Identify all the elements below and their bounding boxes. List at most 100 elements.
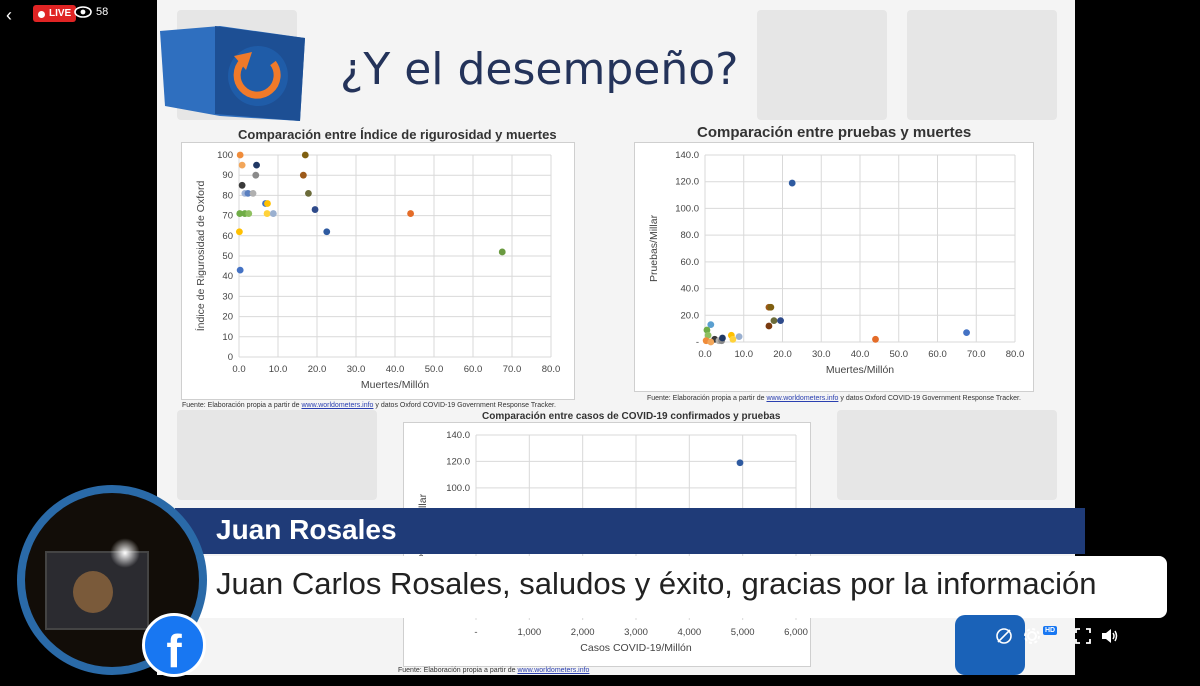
presenter-face	[73, 571, 113, 613]
chart1-title: Comparación entre Índice de rigurosidad …	[238, 127, 557, 142]
data-point	[253, 161, 260, 169]
y-tick-label: 70	[222, 211, 233, 222]
x-tick-label: 40.0	[386, 364, 405, 375]
x-tick-label: 60.0	[928, 349, 947, 360]
logo-refresh-icon	[160, 26, 305, 121]
x-tick-label: 20.0	[308, 364, 327, 375]
source-prefix: Fuente: Elaboración propia a partir de	[182, 402, 302, 409]
y-tick-label: 100	[217, 150, 233, 161]
y-tick-label: 40	[222, 271, 233, 282]
data-point	[707, 338, 715, 346]
background-tile	[177, 410, 377, 500]
back-arrow-icon[interactable]: ‹	[6, 5, 12, 25]
y-tick-label: 40.0	[681, 284, 700, 295]
data-point	[963, 329, 970, 337]
data-point	[249, 189, 257, 197]
comment-banner	[190, 556, 1167, 618]
data-point	[236, 151, 244, 159]
data-point	[305, 189, 312, 197]
y-tick-label: 90	[222, 170, 233, 181]
y-axis-label: Índice de Rigurosidad de Oxford	[194, 181, 207, 332]
y-tick-label: 60.0	[681, 257, 700, 268]
x-tick-label: 3,000	[624, 627, 648, 638]
chart-svg: 0.0 10.0 20.0 30.0 40.0 50.0 60.0 70.0 80.0 - 20.0…	[648, 150, 1025, 376]
player-controls: HD	[995, 625, 1119, 645]
x-tick-label: 50.0	[425, 364, 444, 375]
x-tick-label: 2,000	[571, 627, 595, 638]
chart2-title: Comparación entre pruebas y muertes	[697, 124, 972, 141]
y-tick-label: 80.0	[681, 230, 700, 241]
data-point	[236, 210, 244, 217]
background-tile	[757, 10, 887, 120]
data-point	[872, 335, 879, 343]
decorative-shape	[955, 615, 1025, 675]
data-point	[767, 303, 775, 311]
data-point	[299, 171, 307, 179]
x-tick-label: 30.0	[812, 349, 831, 360]
data-point	[765, 322, 773, 330]
light-flare	[110, 538, 140, 568]
settings-gear-icon[interactable]	[1023, 627, 1041, 645]
y-tick-label: 100.0	[446, 483, 470, 494]
data-point	[269, 210, 277, 217]
data-point	[244, 189, 252, 197]
x-tick-label: 5,000	[731, 627, 755, 638]
data-point	[264, 200, 271, 207]
x-tick-label: 40.0	[851, 349, 870, 360]
comment-text: Juan Carlos Rosales, saludos y éxito, gr…	[216, 566, 1097, 601]
data-point	[729, 335, 737, 343]
data-point	[498, 248, 506, 256]
fullscreen-icon[interactable]	[1075, 628, 1092, 644]
y-tick-label: 140.0	[446, 430, 470, 441]
eye-icon	[74, 6, 92, 18]
x-tick-label: -	[474, 627, 477, 638]
x-tick-label: 80.0	[1006, 349, 1025, 360]
x-tick-label: 1,000	[517, 627, 541, 638]
x-tick-label: 10.0	[735, 349, 754, 360]
facebook-logo-icon: f	[142, 613, 206, 677]
x-tick-label: 30.0	[347, 364, 366, 375]
background-tile	[907, 10, 1057, 120]
comments-off-icon[interactable]	[995, 627, 1013, 645]
data-point	[301, 151, 309, 159]
y-tick-label: 20	[222, 312, 233, 323]
x-tick-label: 80.0	[542, 364, 561, 375]
viewer-count: 58	[74, 6, 108, 18]
data-point	[252, 171, 260, 179]
y-tick-label: 80	[222, 190, 233, 201]
chart3-title: Comparación entre casos de COVID-19 conf…	[482, 411, 781, 422]
source-link[interactable]: www.worldometers.info	[517, 667, 590, 674]
x-tick-label: 70.0	[967, 349, 986, 360]
x-tick-label: 0.0	[698, 349, 711, 360]
background-tile	[837, 410, 1057, 500]
data-point	[238, 181, 246, 189]
commenter-name: Juan Rosales	[216, 514, 397, 545]
data-point	[407, 210, 414, 217]
y-tick-label: 20.0	[681, 310, 700, 321]
viewer-count-value: 58	[96, 6, 109, 18]
data-point	[235, 228, 243, 236]
data-point	[311, 206, 319, 213]
data-point	[704, 331, 712, 339]
data-point	[735, 333, 743, 341]
source-suffix: y datos Oxford COVID-19 Government Respo…	[838, 395, 1021, 402]
data-point	[770, 317, 778, 325]
x-tick-label: 70.0	[503, 364, 522, 375]
data-point	[236, 266, 244, 274]
volume-icon[interactable]	[1101, 628, 1119, 644]
x-tick-label: 0.0	[232, 364, 245, 375]
x-axis-label: Muertes/Millón	[361, 379, 429, 391]
source-link[interactable]: www.worldometers.info	[766, 395, 839, 402]
x-tick-label: 6,000	[784, 627, 808, 638]
y-tick-label: 30	[222, 291, 233, 302]
name-banner	[175, 508, 1085, 554]
y-tick-label: 0	[228, 352, 233, 363]
source-link[interactable]: www.worldometers.info	[301, 402, 374, 409]
x-axis-label: Casos COVID-19/Millón	[580, 642, 692, 654]
data-point	[323, 228, 331, 236]
x-tick-label: 50.0	[890, 349, 909, 360]
webcam-feed	[25, 493, 199, 667]
chart1-scatter: 0.0 10.0 20.0 30.0 40.0 50.0 60.0 70.0 80.0 0 10 20…	[181, 142, 575, 400]
data-point	[238, 161, 246, 169]
source-suffix: y datos Oxford COVID-19 Government Respo…	[373, 402, 556, 409]
